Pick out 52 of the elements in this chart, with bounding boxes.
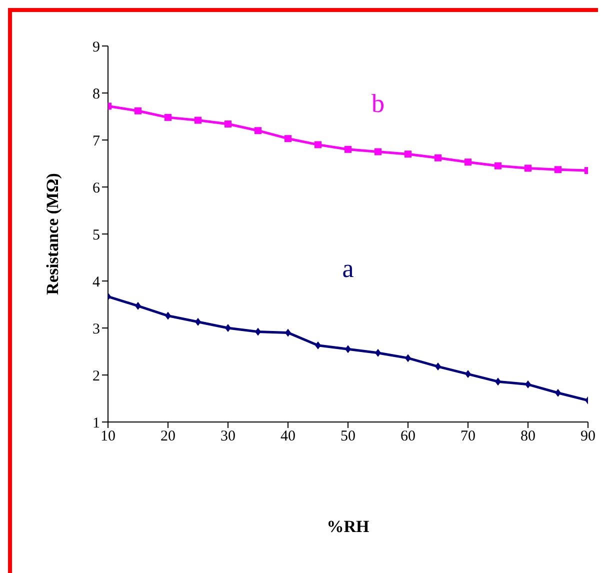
point — [315, 341, 321, 350]
x-tick-label: 80 — [520, 428, 536, 445]
point — [284, 135, 292, 142]
y-tick-label: 5 — [92, 227, 100, 244]
point — [374, 148, 382, 156]
y-tick-label: 2 — [92, 368, 100, 384]
point — [224, 120, 232, 128]
point — [554, 166, 562, 174]
x-tick-label: 60 — [400, 428, 416, 445]
x-tick-label: 70 — [460, 428, 476, 445]
point — [555, 388, 561, 397]
point — [165, 312, 171, 320]
x-tick-label: 90 — [580, 428, 596, 445]
point — [435, 362, 441, 371]
point — [255, 328, 261, 336]
y-tick-label: 4 — [92, 274, 100, 290]
text: a — [342, 254, 354, 284]
y-tick-label: 3 — [92, 321, 100, 338]
point — [134, 107, 142, 114]
x-tick-label: 30 — [220, 428, 236, 445]
y-tick-label: 9 — [92, 39, 100, 56]
point — [495, 378, 501, 386]
point — [405, 354, 411, 362]
y-tick-label: 1 — [92, 415, 100, 432]
y-tick-label: 6 — [92, 180, 100, 196]
x-tick-label: 20 — [160, 428, 176, 445]
point — [225, 324, 231, 332]
point — [254, 127, 262, 134]
x-tick-label: 10 — [100, 428, 116, 445]
point — [314, 141, 322, 148]
point — [345, 345, 351, 354]
series-label: b — [372, 88, 384, 118]
point — [194, 116, 202, 124]
point — [344, 146, 352, 153]
y-tick-label: 8 — [92, 86, 100, 102]
point — [195, 318, 201, 326]
point — [525, 380, 531, 388]
point — [494, 162, 502, 170]
point — [375, 348, 381, 357]
point — [404, 150, 412, 158]
point — [434, 154, 442, 162]
point — [524, 164, 532, 172]
x-tick-label: 40 — [280, 428, 296, 445]
point — [135, 302, 141, 310]
y-tick-label: 7 — [92, 133, 100, 150]
point — [164, 114, 172, 121]
point — [465, 370, 471, 378]
point — [464, 158, 472, 166]
point — [285, 328, 291, 337]
x-tick-label: 50 — [340, 428, 356, 445]
y-axis-title: Resistance (MΩ) — [43, 173, 62, 295]
x-axis-title: %RH — [326, 517, 370, 536]
